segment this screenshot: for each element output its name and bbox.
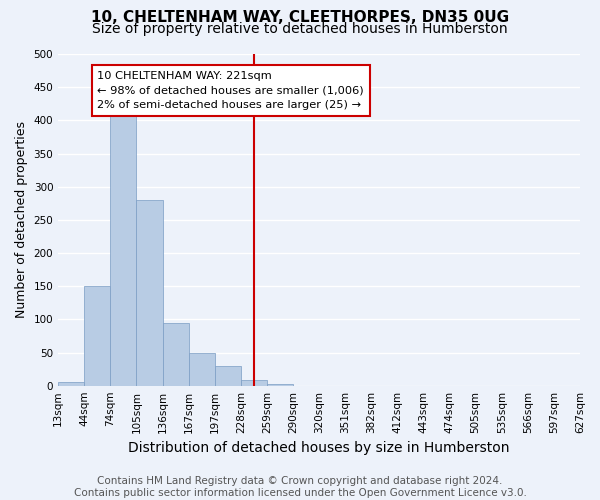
Bar bbox=[163, 322, 188, 386]
Text: 10 CHELTENHAM WAY: 221sqm
← 98% of detached houses are smaller (1,006)
2% of sem: 10 CHELTENHAM WAY: 221sqm ← 98% of detac… bbox=[97, 70, 364, 110]
Bar bbox=[188, 352, 215, 386]
Bar bbox=[136, 200, 163, 386]
Bar bbox=[267, 384, 293, 386]
Text: 10, CHELTENHAM WAY, CLEETHORPES, DN35 0UG: 10, CHELTENHAM WAY, CLEETHORPES, DN35 0U… bbox=[91, 10, 509, 25]
Text: Contains HM Land Registry data © Crown copyright and database right 2024.
Contai: Contains HM Land Registry data © Crown c… bbox=[74, 476, 526, 498]
Text: Size of property relative to detached houses in Humberston: Size of property relative to detached ho… bbox=[92, 22, 508, 36]
Bar bbox=[58, 382, 84, 386]
Bar bbox=[215, 366, 241, 386]
Bar bbox=[241, 380, 267, 386]
Y-axis label: Number of detached properties: Number of detached properties bbox=[15, 122, 28, 318]
Bar bbox=[84, 286, 110, 386]
X-axis label: Distribution of detached houses by size in Humberston: Distribution of detached houses by size … bbox=[128, 441, 510, 455]
Bar bbox=[110, 107, 136, 386]
